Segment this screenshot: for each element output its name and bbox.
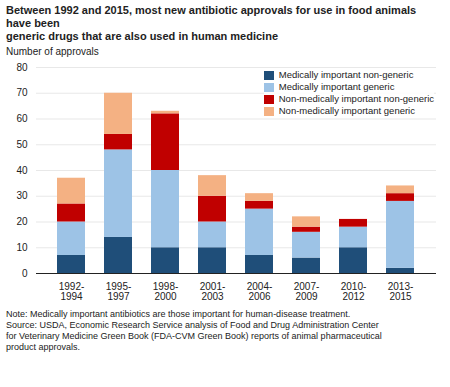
html-text:Non-medically important generi: Non-medically important generic (278, 105, 415, 116)
svg-text:10: 10 (16, 242, 28, 253)
svg-text:0: 0 (22, 268, 28, 279)
svg-text:70: 70 (16, 87, 28, 98)
svg-text:60: 60 (16, 113, 28, 124)
html-text:Number of approvals: Number of approvals (6, 46, 99, 57)
svg-text:1992-1994: 1992-1994 (59, 281, 85, 302)
svg-text:1995-1997: 1995-1997 (106, 281, 132, 302)
svg-text:1998-2000: 1998-2000 (153, 281, 179, 302)
svg-text:80: 80 (16, 62, 28, 73)
svg-text:30: 30 (16, 190, 28, 201)
svg-text:2013-2015: 2013-2015 (388, 281, 414, 302)
svg-text:20: 20 (16, 216, 28, 227)
svg-text:40: 40 (16, 165, 28, 176)
svg-text:50: 50 (16, 139, 28, 150)
svg-text:2001-2003: 2001-2003 (200, 281, 226, 302)
svg-text:2004-2006: 2004-2006 (247, 281, 273, 302)
html-text:Between 1992 and 2015, most ne: Between 1992 and 2015, most new antibiot… (6, 4, 417, 42)
svg-text:2010-2012: 2010-2012 (341, 281, 367, 302)
html-text:Note: Medically important anti: Note: Medically important antibiotics ar… (6, 309, 382, 352)
html-text:Medically important non-generi: Medically important non-generic (278, 69, 414, 80)
svg-text:2007-2009: 2007-2009 (294, 281, 320, 302)
html-text:Medically important generic: Medically important generic (278, 81, 395, 92)
html-text:Non-medically important non-ge: Non-medically important non-generic (278, 93, 434, 104)
